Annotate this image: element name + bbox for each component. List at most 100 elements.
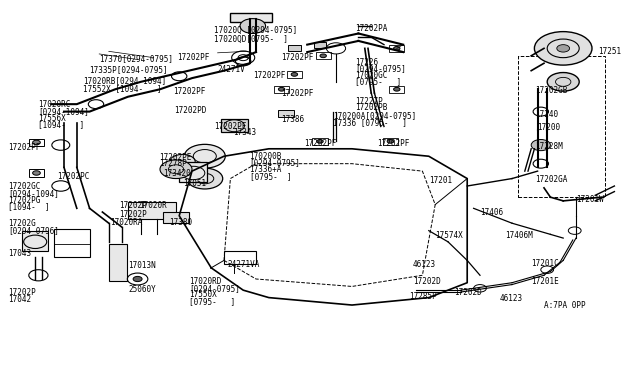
Bar [389, 45, 404, 52]
Text: 17020RD: 17020RD [189, 277, 221, 286]
Text: 17335P[0294-0795]: 17335P[0294-0795] [90, 65, 168, 74]
Text: 17336+A: 17336+A [250, 165, 282, 174]
Text: 17020RC: 17020RC [38, 100, 71, 109]
Circle shape [387, 140, 394, 143]
Circle shape [534, 32, 592, 65]
Text: 17202PF: 17202PF [253, 71, 285, 80]
Circle shape [170, 154, 195, 169]
Circle shape [187, 168, 223, 189]
Bar [29, 169, 44, 177]
Text: 17556X: 17556X [38, 114, 66, 123]
Text: 17406: 17406 [480, 208, 503, 217]
Bar [314, 42, 326, 48]
Text: 17201C: 17201C [531, 259, 559, 267]
Circle shape [133, 276, 142, 282]
Bar [163, 212, 189, 223]
Text: [0795-   ]: [0795- ] [355, 77, 401, 86]
Text: 17020Q [0294-0795]: 17020Q [0294-0795] [214, 26, 298, 35]
Text: 17343: 17343 [234, 128, 257, 137]
Circle shape [317, 140, 323, 143]
Text: 17202GC: 17202GC [8, 182, 41, 191]
Text: 17380: 17380 [170, 218, 193, 227]
Text: [1094-  ]: [1094- ] [8, 202, 50, 211]
Text: 17240: 17240 [535, 110, 558, 119]
Bar [383, 138, 398, 145]
Circle shape [291, 73, 298, 76]
Text: 17020RB[0294-1094]: 17020RB[0294-1094] [83, 76, 166, 85]
Text: 17278P: 17278P [159, 159, 186, 168]
Bar [518, 56, 605, 197]
Text: 17043: 17043 [8, 249, 31, 258]
Bar [221, 119, 248, 132]
Text: 17202PE: 17202PE [159, 153, 191, 161]
Text: 17202P: 17202P [119, 210, 147, 219]
Text: 17202PF: 17202PF [173, 87, 205, 96]
Text: 46123: 46123 [499, 294, 522, 303]
Text: 17552X [1094-   ]: 17552X [1094- ] [83, 84, 162, 93]
Text: 17202P: 17202P [8, 288, 36, 297]
Text: 17202GB: 17202GB [535, 86, 568, 95]
Circle shape [394, 46, 400, 50]
Text: 17202PF: 17202PF [282, 53, 314, 62]
Bar [22, 231, 48, 251]
Bar [316, 52, 331, 59]
Text: 17051: 17051 [183, 179, 206, 188]
Text: 17020R: 17020R [140, 201, 167, 210]
Text: [0294-0795]: [0294-0795] [189, 284, 239, 293]
Text: 17201: 17201 [429, 176, 452, 185]
Text: 17285P: 17285P [410, 292, 437, 301]
Text: 17202PF: 17202PF [177, 53, 210, 62]
Text: [0294-1094]: [0294-1094] [38, 107, 89, 116]
Text: 17020QD[0795-  ]: 17020QD[0795- ] [214, 35, 289, 44]
Text: 17386: 17386 [282, 115, 305, 124]
Bar [274, 86, 289, 93]
Text: [0294-0796]: [0294-0796] [8, 226, 59, 235]
Bar [224, 251, 256, 264]
Text: 17042: 17042 [8, 295, 31, 304]
Text: [0294-0795]: [0294-0795] [355, 64, 406, 73]
Bar [389, 86, 404, 93]
Text: 24271V: 24271V [218, 65, 245, 74]
Text: 17370[0294-0795]: 17370[0294-0795] [99, 54, 173, 63]
Circle shape [33, 140, 40, 145]
Text: 17201W: 17201W [576, 195, 604, 204]
Circle shape [278, 87, 285, 91]
Bar [128, 202, 176, 219]
Circle shape [184, 144, 225, 168]
Text: 17202PF: 17202PF [8, 143, 41, 152]
Text: 46123: 46123 [413, 260, 436, 269]
Text: 17200: 17200 [538, 123, 561, 132]
Text: 17020RA: 17020RA [110, 218, 143, 227]
Text: 17202PF: 17202PF [378, 139, 410, 148]
Text: 17020GC: 17020GC [355, 71, 388, 80]
Text: 17013N: 17013N [128, 261, 156, 270]
Text: [0795-   ]: [0795- ] [189, 297, 235, 306]
Text: 170200A[0294-0795]: 170200A[0294-0795] [333, 112, 416, 121]
Circle shape [547, 73, 579, 91]
Circle shape [557, 45, 570, 52]
Bar [278, 110, 294, 117]
Text: 17251: 17251 [598, 46, 621, 55]
Text: 170200B: 170200B [250, 152, 282, 161]
Text: 17202PA: 17202PA [355, 24, 388, 33]
Text: 17202PF: 17202PF [304, 139, 337, 148]
Circle shape [320, 54, 326, 58]
Text: 17550X: 17550X [189, 290, 216, 299]
Text: 17202GA: 17202GA [535, 175, 568, 184]
Text: [0294-0795]: [0294-0795] [250, 158, 300, 167]
Circle shape [33, 171, 40, 175]
Text: 17202PG: 17202PG [8, 196, 41, 205]
Text: 17202PF: 17202PF [282, 89, 314, 98]
Text: 17202D: 17202D [413, 277, 440, 286]
Bar [287, 71, 302, 78]
Text: 17202D: 17202D [454, 288, 482, 297]
Text: [0294-1094]: [0294-1094] [8, 189, 59, 198]
Bar [230, 13, 272, 22]
Text: 17228M: 17228M [535, 142, 563, 151]
Text: 17574X: 17574X [435, 231, 463, 240]
Text: 17202P: 17202P [119, 201, 147, 210]
Bar [179, 162, 207, 182]
Text: [1094-   ]: [1094- ] [38, 121, 84, 129]
Circle shape [531, 140, 550, 151]
Text: 17226: 17226 [355, 58, 378, 67]
